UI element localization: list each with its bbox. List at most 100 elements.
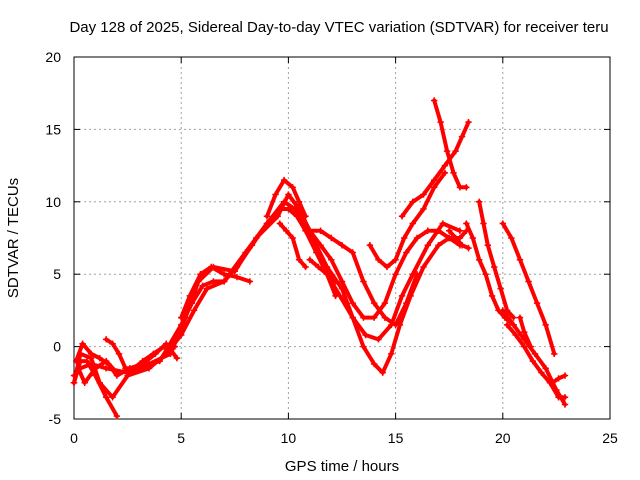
data-point (437, 118, 444, 126)
data-point (521, 328, 528, 336)
data-series-track-3 (70, 205, 464, 401)
data-point (542, 365, 549, 372)
data-point (220, 271, 228, 278)
data-point (178, 314, 185, 321)
data-point (248, 242, 256, 249)
data-point (446, 234, 453, 242)
data-point (476, 198, 483, 205)
data-point (291, 205, 299, 213)
data-point (115, 350, 123, 358)
data-point (465, 244, 472, 252)
data-point (525, 278, 532, 285)
data-point (113, 412, 121, 420)
data-point (510, 321, 517, 329)
data-point (87, 350, 95, 358)
data-point (561, 401, 569, 408)
data-point (171, 343, 178, 350)
data-point (208, 263, 215, 271)
data-point (516, 256, 524, 263)
data-point (328, 256, 335, 263)
data-point (512, 331, 519, 339)
data-point (315, 263, 322, 271)
axis-ticks: 0 5 10 15 20 25 -5 0 5 10 15 20 (45, 49, 618, 446)
data-point (420, 263, 427, 271)
series-trace (477, 199, 516, 320)
data-point (124, 372, 131, 379)
data-point (105, 360, 112, 368)
data-point (463, 220, 470, 227)
data-series-track-9 (276, 220, 309, 271)
data-point (465, 118, 472, 126)
data-series-track-11 (306, 227, 421, 329)
x-tick-label: 20 (495, 430, 511, 446)
data-point (332, 278, 339, 285)
data-series-track-16 (446, 227, 472, 252)
data-point (531, 350, 539, 358)
data-point (349, 249, 356, 256)
series-trace (400, 120, 471, 219)
data-point (178, 321, 185, 329)
x-tick-label: 10 (281, 430, 297, 446)
data-point (480, 220, 487, 227)
data-point (188, 299, 196, 307)
data-layer (70, 97, 569, 420)
data-point (122, 365, 129, 372)
data-point (400, 234, 408, 242)
data-point (476, 256, 483, 263)
data-point (456, 184, 464, 191)
data-point (289, 184, 296, 191)
data-point (499, 220, 506, 227)
data-point (529, 357, 537, 365)
data-point (430, 176, 438, 184)
data-point (452, 147, 459, 155)
data-point (482, 271, 489, 278)
data-point (83, 357, 91, 365)
data-point (199, 282, 206, 289)
data-point (302, 263, 309, 271)
data-point (538, 369, 545, 376)
data-point (521, 343, 528, 350)
data-point (516, 314, 524, 321)
plot-frame (73, 56, 611, 420)
data-point (392, 256, 399, 263)
data-point (210, 278, 217, 285)
data-point (323, 271, 331, 278)
data-point (388, 350, 395, 358)
data-point (561, 394, 569, 401)
series-trace (265, 178, 308, 219)
data-point (92, 372, 99, 379)
data-point (409, 220, 416, 227)
data-point (338, 242, 346, 249)
data-point (398, 292, 406, 300)
data-point (446, 227, 453, 234)
data-point (497, 285, 504, 292)
data-point (527, 343, 534, 350)
data-point (441, 162, 449, 169)
data-point (283, 227, 290, 234)
data-series-track-19 (499, 220, 558, 358)
data-point (190, 307, 198, 314)
data-point (403, 249, 410, 256)
data-point (420, 191, 427, 198)
data-point (370, 299, 378, 307)
data-series-track-14 (398, 118, 472, 220)
data-point (555, 394, 562, 401)
data-point (263, 220, 271, 227)
data-point (113, 372, 121, 379)
data-point (349, 314, 356, 321)
y-tick-label: 0 (53, 339, 61, 355)
data-point (338, 285, 346, 292)
data-point (379, 369, 386, 376)
series-trace (505, 322, 567, 400)
data-point (317, 227, 324, 234)
data-point (276, 205, 284, 213)
grid (74, 57, 610, 419)
data-point (458, 242, 466, 249)
data-point (430, 184, 438, 191)
data-point (508, 234, 515, 242)
data-series-track-8 (263, 176, 309, 220)
data-point (173, 354, 181, 362)
data-point (295, 198, 303, 205)
data-point (285, 205, 292, 213)
y-tick-label: 20 (45, 49, 61, 65)
